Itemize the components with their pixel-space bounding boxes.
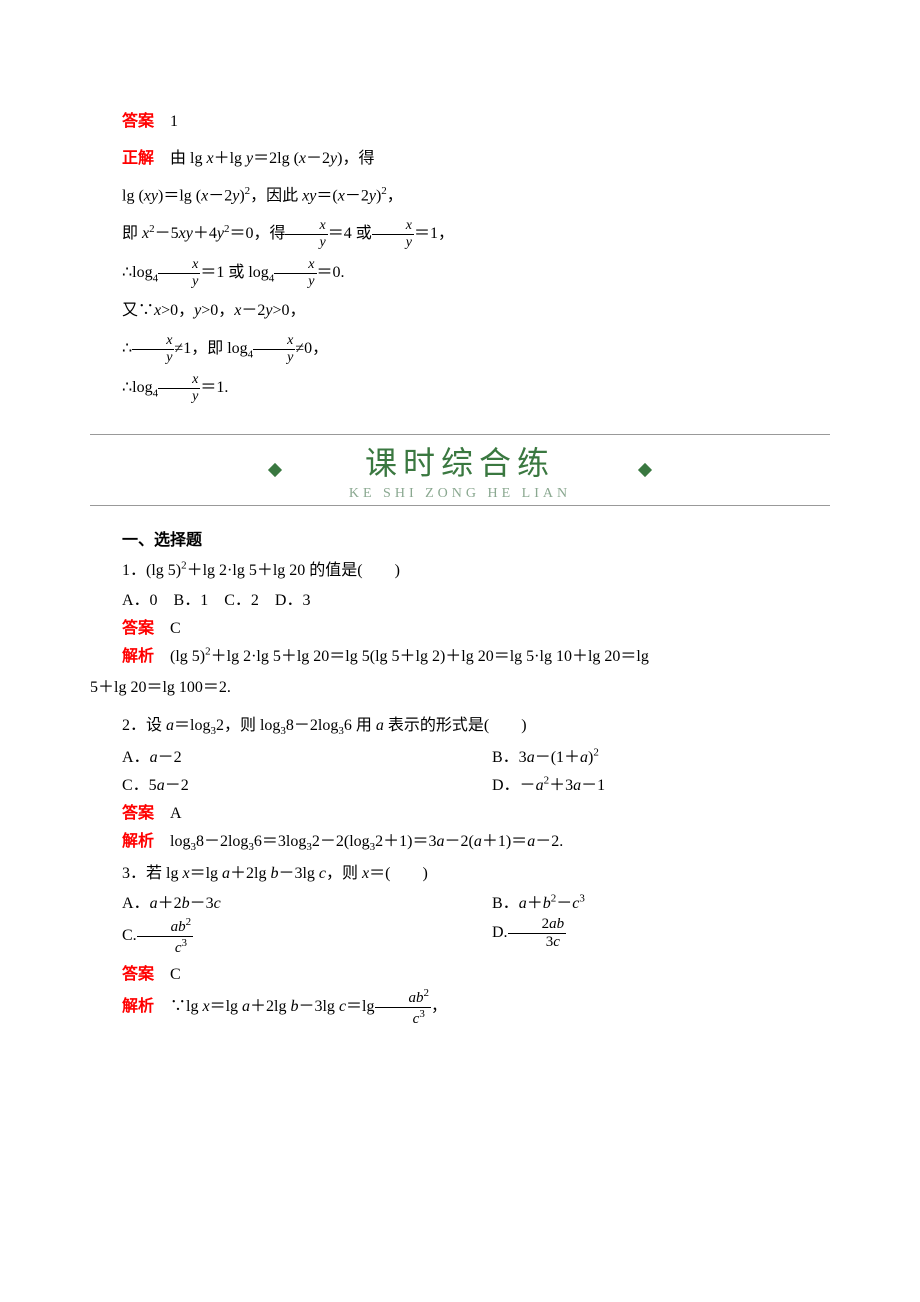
banner-diamond-icon	[268, 463, 282, 477]
q3-explanation: 解析 ∵lg x＝lg a＋2lg b－3lg c＝lgab2c3，	[90, 988, 830, 1027]
q1-stem: 1．(lg 5)2＋lg 2·lg 5＋lg 20 的值是( )	[90, 556, 830, 580]
top-solution-line-1: lg (xy)＝lg (x－2y)2，因此 xy＝(x－2y)2，	[90, 182, 830, 211]
q2-explanation: 解析 log38－2log36＝3log32－2(log32＋1)＝3a－2(a…	[90, 827, 830, 853]
top-answer-line: 答案 1	[90, 108, 830, 137]
explanation-label: 解析	[122, 998, 154, 1015]
q3-opt-b: B．a＋b2－c3	[460, 889, 830, 913]
banner-title-cn: 课时综合练	[365, 438, 555, 484]
q3-opt-c: C.ab2c3	[90, 917, 460, 956]
q3-stem: 3．若 lg x＝lg a＋2lg b－3lg c，则 x＝( )	[90, 859, 830, 883]
q2-opt-d: D．－a2＋3a－1	[460, 771, 830, 795]
q1-answer: 答案 C	[90, 614, 830, 638]
q3-options-row2: C.ab2c3 D.2ab3c	[90, 917, 830, 956]
answer-label: 答案	[122, 966, 154, 983]
top-solution-line-4: 又∵x>0，y>0，x－2y>0，	[90, 297, 830, 326]
q3-options-row1: A．a＋2b－3c B．a＋b2－c3	[90, 889, 830, 913]
explanation-label: 解析	[122, 833, 154, 850]
top-solution-line-6: ∴log4xy＝1.	[90, 373, 830, 404]
q3-answer: 答案 C	[90, 960, 830, 984]
q1-explanation: 解析 (lg 5)2＋lg 2·lg 5＋lg 20＝lg 5(lg 5＋lg …	[90, 642, 830, 666]
q2-options-row1: A．a－2 B．3a－(1＋a)2	[90, 743, 830, 767]
answer-label: 答案	[122, 805, 154, 822]
q3-opt-c-prefix: C.	[122, 927, 137, 944]
q1-answer-value: C	[170, 620, 181, 637]
q2-opt-a: A．a－2	[90, 743, 460, 767]
section-1-title: 一、选择题	[90, 526, 830, 550]
q3-answer-value: C	[170, 966, 181, 983]
q2-answer-value: A	[170, 805, 182, 822]
answer-label: 答案	[122, 620, 154, 637]
section-banner: 课时综合练 KE SHI ZONG HE LIAN	[90, 434, 830, 506]
banner-diamond-icon	[638, 463, 652, 477]
q2-opt-b: B．3a－(1＋a)2	[460, 743, 830, 767]
top-solution-line-0: 正解 由 lg x＋lg y＝2lg (x－2y)，得	[90, 145, 830, 174]
q2-options-row2: C．5a－2 D．－a2＋3a－1	[90, 771, 830, 795]
banner-title-pinyin: KE SHI ZONG HE LIAN	[349, 486, 571, 502]
q3-opt-d-prefix: D.	[492, 924, 508, 941]
top-solution-line-2: 即 x2－5xy＋4y2＝0，得xy＝4 或xy＝1，	[90, 219, 830, 250]
q2-opt-c: C．5a－2	[90, 771, 460, 795]
answer-label: 答案	[122, 113, 154, 130]
q3-opt-d: D.2ab3c	[460, 917, 830, 956]
answer-value: 1	[170, 113, 178, 130]
explanation-label: 解析	[122, 648, 154, 665]
q2-stem: 2．设 a＝log32，则 log38－2log36 用 a 表示的形式是( )	[90, 711, 830, 737]
q1-explanation-cont: 5＋lg 20＝lg 100＝2.	[90, 674, 830, 703]
q3-opt-a: A．a＋2b－3c	[90, 889, 460, 913]
solution-label: 正解	[122, 150, 154, 167]
top-solution-line-3: ∴log4xy＝1 或 log4xy＝0.	[90, 258, 830, 289]
q2-answer: 答案 A	[90, 799, 830, 823]
top-solution-line-5: ∴xy≠1，即 log4xy≠0，	[90, 334, 830, 365]
q1-options: A．0 B．1 C．2 D．3	[90, 586, 830, 610]
